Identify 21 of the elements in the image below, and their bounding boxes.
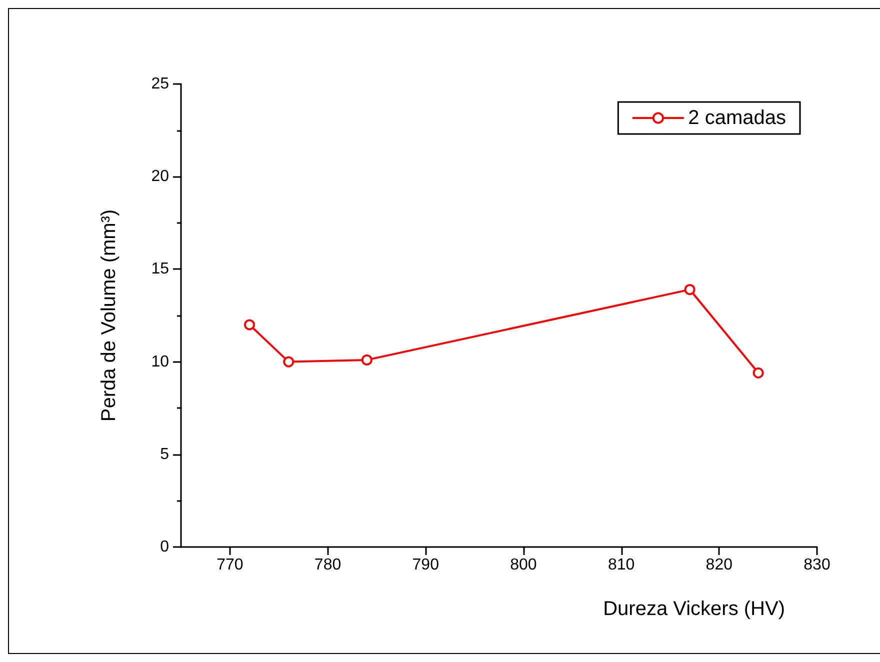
x-tick-label: 810: [608, 556, 635, 574]
y-tick-label: 15: [151, 260, 170, 278]
point: [684, 284, 696, 296]
point: [244, 319, 255, 330]
y-tick-label: 0: [160, 538, 170, 556]
y-tick-label: 25: [151, 76, 170, 92]
x-tick-label: 780: [314, 556, 342, 574]
y-tick-label: 5: [160, 446, 170, 463]
y-tick-label: 10: [151, 353, 170, 370]
y-tick-label: 20: [151, 168, 170, 186]
point: [752, 367, 764, 378]
point: [361, 354, 372, 366]
point: [283, 356, 294, 368]
x-tick-label: 770: [216, 556, 244, 574]
y-axis-title: Perda de Volume (mm³): [98, 209, 120, 422]
x-axis-title: Dureza Vickers (HV): [603, 598, 785, 620]
x-tick-label: 800: [510, 556, 537, 574]
legend-label: 2 camadas: [688, 107, 786, 129]
x-tick-label: 790: [412, 556, 440, 574]
x-tick-label: 820: [706, 556, 733, 574]
x-tick-label: 830: [804, 556, 830, 574]
